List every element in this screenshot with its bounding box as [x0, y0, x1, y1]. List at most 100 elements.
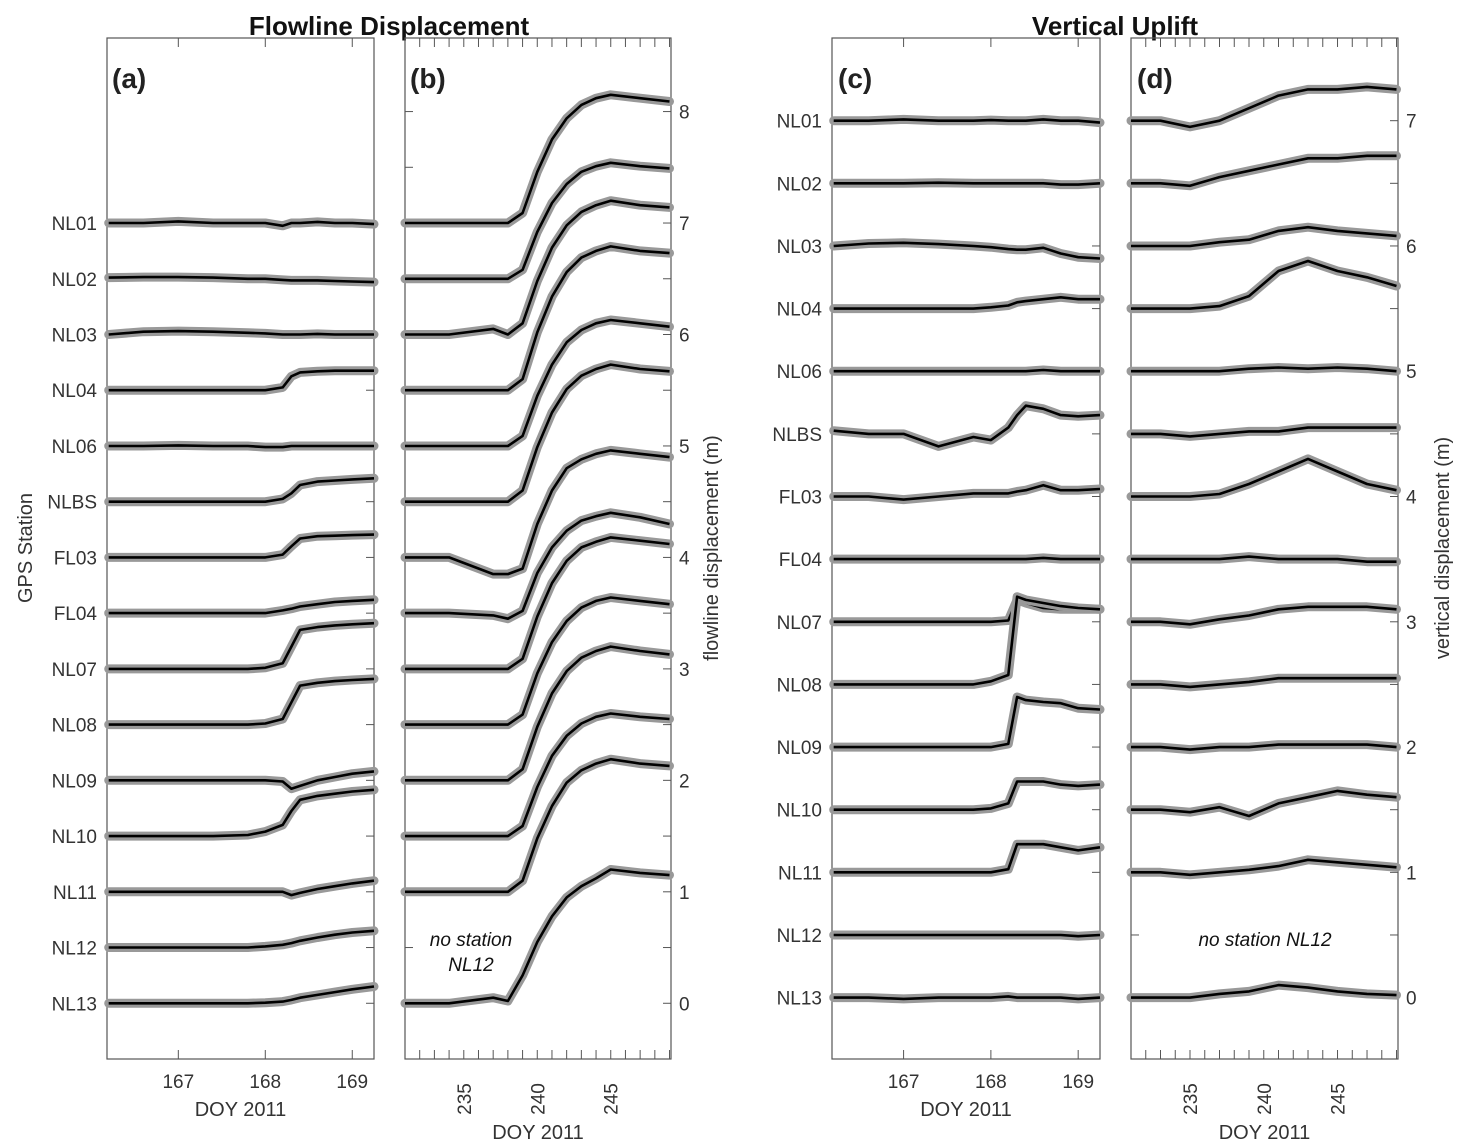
smoothed-series-NL02 [108, 275, 375, 284]
y-tick-label: 2 [679, 771, 690, 792]
panel-frame [106, 37, 375, 1060]
raw-series-NL07 [104, 618, 379, 674]
raw-series-NLBS [400, 360, 674, 507]
station-label: NL11 [53, 883, 97, 904]
y-tick-label: 0 [1406, 989, 1417, 1010]
ylabel-gps-station: GPS Station [15, 493, 37, 603]
smoothed-series-NL08 [405, 596, 670, 726]
smoothed-series-NL08 [1131, 676, 1397, 689]
raw-series-NL08 [104, 674, 379, 730]
panel-label: (b) [410, 63, 446, 94]
smoothed-series-NL03 [405, 199, 670, 336]
smoothed-series-NL13 [833, 995, 1101, 1001]
panel-frame [1130, 37, 1399, 1060]
smoothed-series-NL12 [833, 933, 1101, 938]
smoothed-series-NL01 [108, 220, 375, 228]
smoothed-series-NL10 [405, 712, 670, 838]
y-tick-label: 7 [1406, 112, 1417, 133]
station-label: NLBS [772, 425, 822, 446]
smoothed-series-NL04 [108, 369, 374, 392]
smoothed-series-NL07 [405, 536, 670, 671]
panel-frame [404, 37, 672, 1060]
smoothed-series-NLBS [108, 477, 375, 504]
y-tick-label: 5 [679, 437, 690, 458]
y-tick-label: 0 [679, 994, 690, 1015]
smoothed-series-NL09 [1131, 743, 1397, 751]
smoothed-series-NL10 [1131, 789, 1397, 818]
smoothed-series-NL12 [108, 929, 375, 949]
station-label: NL06 [52, 437, 97, 458]
raw-series-NL13 [104, 982, 379, 1008]
station-label: NL08 [777, 675, 822, 696]
smoothed-series-FL03 [405, 449, 670, 576]
station-label: NL04 [777, 300, 823, 321]
y-tick-label: 6 [679, 325, 690, 346]
station-label: NL02 [777, 174, 822, 195]
smoothed-series-NL13 [1131, 983, 1397, 999]
smoothed-series-FL04 [1131, 555, 1397, 564]
station-label: NL07 [777, 613, 822, 634]
station-label: NL08 [52, 716, 97, 737]
station-label: NL01 [777, 112, 822, 133]
raw-series-NL04 [104, 366, 379, 395]
station-label: NL13 [777, 989, 822, 1010]
smoothed-series-NL04 [833, 295, 1100, 310]
y-tick-label: 3 [679, 660, 690, 681]
smoothed-series-NL01 [1131, 85, 1397, 129]
smoothed-series-FL04 [833, 556, 1100, 561]
smoothed-series-NL13 [405, 868, 670, 1005]
station-label: FL04 [779, 550, 823, 571]
station-label: NL09 [52, 771, 97, 792]
smoothed-series-NL04 [405, 245, 670, 392]
smoothed-series-NL01 [833, 118, 1101, 124]
raw-series-NLBS [829, 401, 1105, 451]
station-label: NL13 [52, 994, 97, 1015]
smoothed-series-NL06 [405, 318, 670, 448]
x-tick-label: 240 [1255, 1083, 1276, 1115]
smoothed-series-NL06 [108, 444, 374, 449]
smoothed-series-NL07 [108, 621, 375, 671]
smoothed-series-NL03 [1131, 225, 1397, 248]
smoothed-series-FL03 [833, 483, 1101, 501]
smoothed-series-NL11 [405, 757, 670, 894]
smoothed-series-NL09 [833, 695, 1101, 749]
smoothed-series-FL04 [405, 511, 670, 621]
station-label: NL03 [777, 237, 822, 258]
y-tick-label: 1 [679, 883, 690, 904]
smoothed-series-NL10 [833, 780, 1101, 812]
x-tick-label: 235 [455, 1083, 476, 1115]
smoothed-series-NL10 [108, 788, 375, 838]
title-uplift: Vertical Uplift [1032, 11, 1198, 41]
y-tick-label: 1 [1406, 863, 1417, 884]
smoothed-series-NL09 [405, 645, 670, 782]
station-label: FL03 [779, 488, 822, 509]
station-label: NLBS [47, 493, 97, 514]
smoothed-series-NL06 [1131, 366, 1397, 373]
station-label: NL12 [777, 926, 822, 947]
raw-series-NL08 [829, 592, 1105, 689]
smoothed-series-FL04 [108, 598, 375, 615]
station-label: NL02 [52, 270, 97, 291]
station-label: FL03 [54, 548, 97, 569]
panel-frame [831, 37, 1101, 1060]
ylabel-vertical: vertical displacement (m) [1432, 437, 1454, 659]
station-label: NL09 [777, 738, 822, 759]
station-label: NL04 [52, 381, 98, 402]
x-axis-label: DOY 2011 [920, 1099, 1012, 1121]
station-label: NL03 [52, 325, 97, 346]
smoothed-series-NLBS [1131, 426, 1397, 438]
note-no-station-b-2: NL12 [448, 955, 494, 976]
smoothed-series-NL02 [1131, 154, 1397, 188]
x-tick-label: 169 [336, 1072, 368, 1093]
raw-series-NL04 [829, 292, 1105, 314]
station-label: FL04 [54, 604, 98, 625]
panel-label: (c) [838, 63, 872, 94]
smoothed-series-NL13 [108, 985, 375, 1005]
y-tick-label: 6 [1406, 237, 1417, 258]
x-tick-label: 245 [1329, 1083, 1350, 1115]
smoothed-series-NL08 [108, 677, 375, 726]
smoothed-series-NL11 [1131, 858, 1397, 877]
y-tick-label: 5 [1406, 362, 1417, 383]
x-tick-label: 167 [162, 1072, 194, 1093]
